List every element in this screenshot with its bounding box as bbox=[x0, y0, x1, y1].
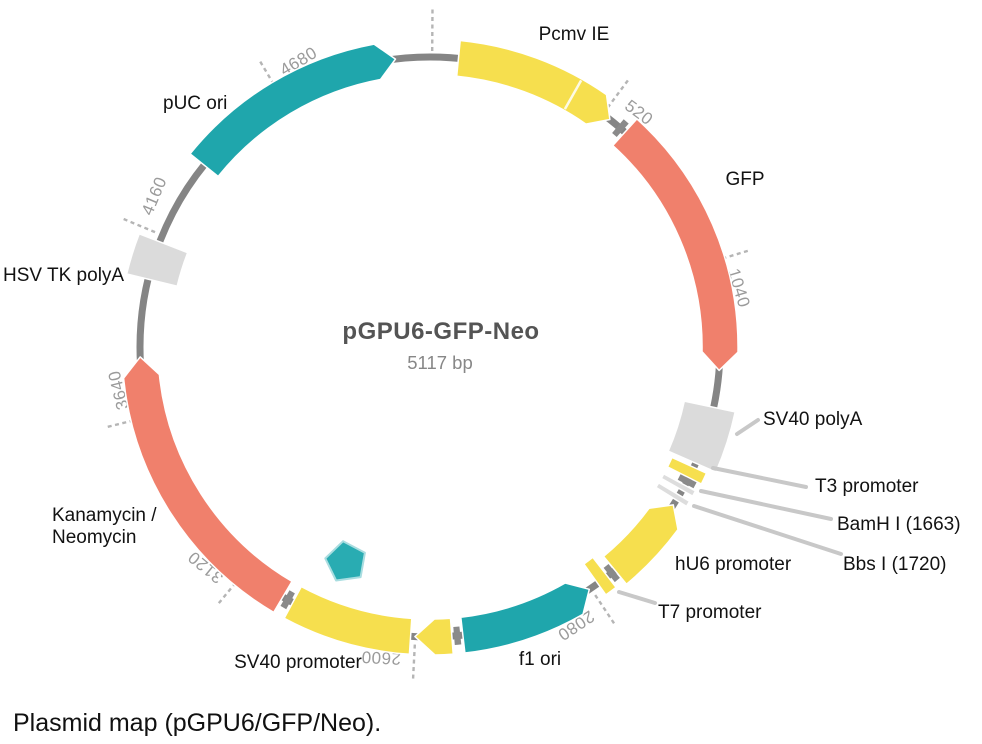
tick-1040-dash bbox=[714, 249, 749, 262]
feature-t3-promoter-arc bbox=[666, 456, 708, 485]
feature-f1-ori-arc bbox=[460, 582, 591, 654]
t7-promoter-label: T7 promoter bbox=[658, 602, 762, 623]
sv40-polya-label: SV40 polyA bbox=[763, 409, 863, 430]
bbsi-label: Bbs I (1720) bbox=[843, 554, 947, 575]
kanamycin-label-line2: Neomycin bbox=[52, 527, 136, 548]
sv40-promoter-label: SV40 promoter bbox=[234, 652, 362, 673]
tick-4160-label: 4160 bbox=[138, 174, 171, 218]
feature-puc-ori-arc bbox=[189, 43, 397, 178]
connector-squares-group bbox=[280, 119, 697, 645]
figure-caption: Plasmid map (pGPU6/GFP/Neo). bbox=[13, 709, 381, 737]
tick-4160-dash bbox=[123, 217, 156, 234]
feature-t7-promoter-arc bbox=[583, 556, 617, 596]
pcmv-ie-label: Pcmv IE bbox=[539, 24, 610, 45]
bbsi-leader-line bbox=[692, 504, 843, 556]
hsv-tk-polya-label: HSV TK polyA bbox=[3, 265, 124, 286]
feature-gfp-arc bbox=[612, 118, 739, 372]
feature-sv40-promoter-head-arc bbox=[414, 617, 454, 656]
tick-2080-dash bbox=[594, 594, 616, 624]
f1-ori-label: f1 ori bbox=[519, 649, 561, 670]
gfp-label: GFP bbox=[725, 169, 764, 190]
insert-pentagon-marker bbox=[324, 540, 366, 582]
tick-2600-dash bbox=[411, 644, 417, 679]
backbone-connector-2007 bbox=[603, 564, 620, 583]
feature-pcmv-ie-divider bbox=[563, 79, 583, 110]
feature-sv40-promoter-arc bbox=[283, 585, 413, 656]
puc-ori-label: pUC ori bbox=[163, 93, 227, 114]
bamhi-leader-line bbox=[699, 489, 833, 521]
feature-kan-neo-arc bbox=[122, 356, 293, 614]
sv40-polya-leader-line bbox=[735, 418, 760, 436]
plasmid-name-title: pGPU6-GFP-Neo bbox=[342, 318, 539, 345]
feature-hsv-tk-polya-arc bbox=[125, 233, 189, 287]
feature-pcmv-ie-arc bbox=[455, 39, 611, 125]
feature-bbsi-site-arc bbox=[655, 482, 691, 508]
feature-bamhi-site-arc bbox=[660, 473, 697, 497]
bamhi-label: BamH I (1663) bbox=[837, 514, 961, 535]
t3-promoter-label: T3 promoter bbox=[815, 476, 919, 497]
t7-promoter-leader-line bbox=[617, 590, 657, 605]
t3-promoter-leader-line bbox=[711, 466, 808, 489]
backbone-connector-583 bbox=[612, 119, 629, 137]
tick-4680-dash bbox=[259, 61, 279, 92]
feature-sv40-polya-arc bbox=[667, 400, 736, 473]
backbone-connector-2976 bbox=[280, 590, 295, 610]
backbone-connector-2482 bbox=[453, 626, 462, 645]
insert-pentagon-group bbox=[324, 540, 366, 582]
tick-3120-dash bbox=[217, 576, 242, 604]
backbone-connector-1671 bbox=[677, 474, 697, 489]
kanamycin-label-line1: Kanamycin / bbox=[52, 505, 157, 526]
plasmid-size-label: 5117 bp bbox=[407, 352, 473, 373]
feature-hu6-promoter-arc bbox=[602, 504, 679, 585]
tick-520-dash bbox=[606, 79, 629, 109]
feature-arcs-group bbox=[122, 39, 739, 656]
tick-3640-dash bbox=[107, 417, 142, 428]
hu6-promoter-label: hU6 promoter bbox=[675, 554, 792, 575]
